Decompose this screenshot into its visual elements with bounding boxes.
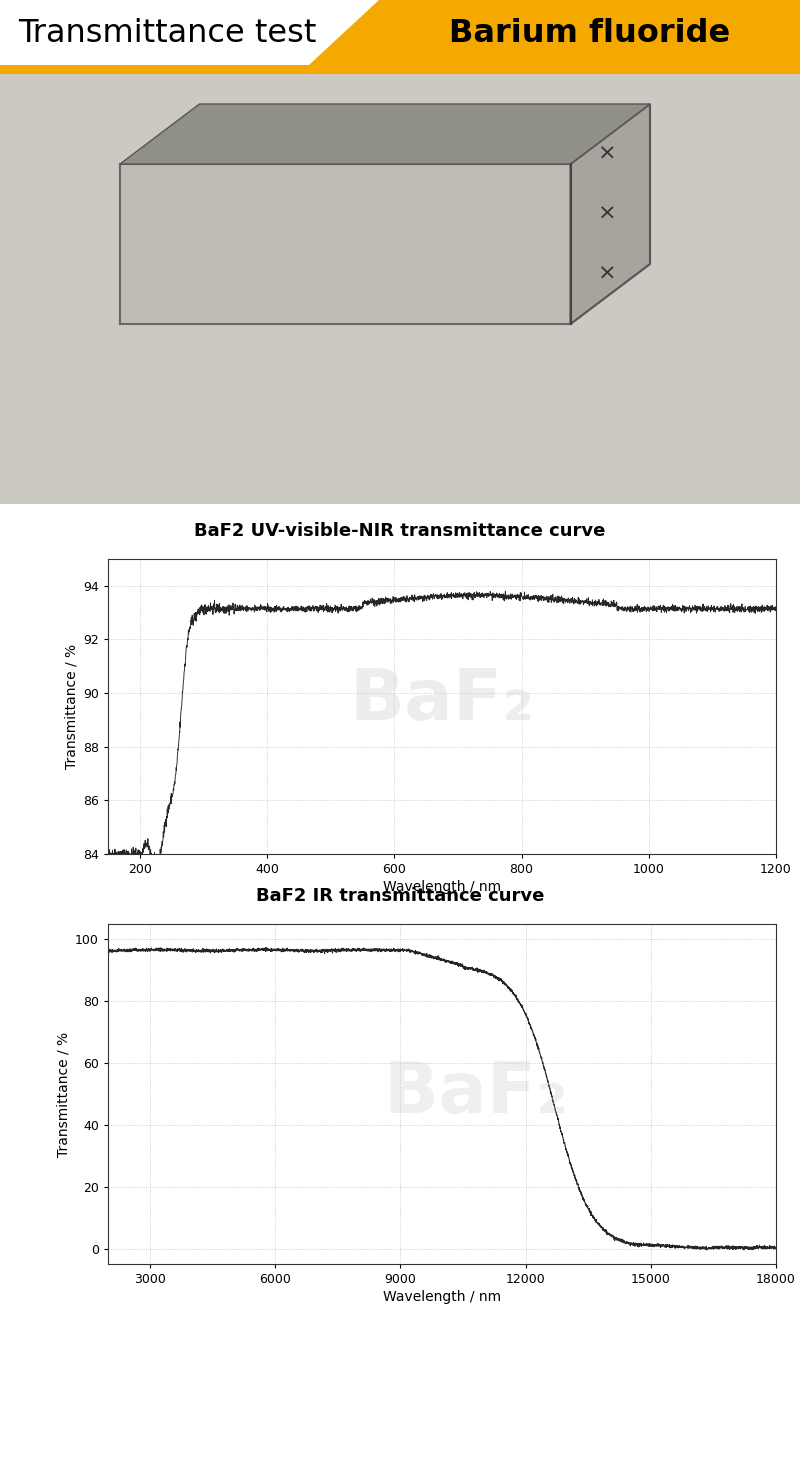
Polygon shape (120, 163, 570, 324)
Polygon shape (120, 264, 650, 324)
Text: Barium fluoride: Barium fluoride (450, 18, 730, 48)
Text: ×: × (598, 144, 617, 163)
Polygon shape (570, 104, 650, 324)
X-axis label: Wavelength / nm: Wavelength / nm (383, 880, 501, 894)
Polygon shape (310, 0, 800, 66)
Text: ×: × (598, 204, 617, 225)
X-axis label: Wavelength / nm: Wavelength / nm (383, 1290, 501, 1304)
Text: BaF2 UV-visible-NIR transmittance curve: BaF2 UV-visible-NIR transmittance curve (194, 522, 606, 540)
Text: BaF₂: BaF₂ (383, 1059, 568, 1128)
Y-axis label: Transmittance / %: Transmittance / % (57, 1032, 71, 1157)
Polygon shape (120, 104, 650, 163)
Y-axis label: Transmittance / %: Transmittance / % (65, 643, 79, 769)
Text: BaF₂: BaF₂ (350, 667, 534, 735)
Text: Transmittance test: Transmittance test (18, 18, 316, 48)
Text: BaF2 IR transmittance curve: BaF2 IR transmittance curve (256, 887, 544, 905)
Text: ×: × (598, 264, 617, 285)
